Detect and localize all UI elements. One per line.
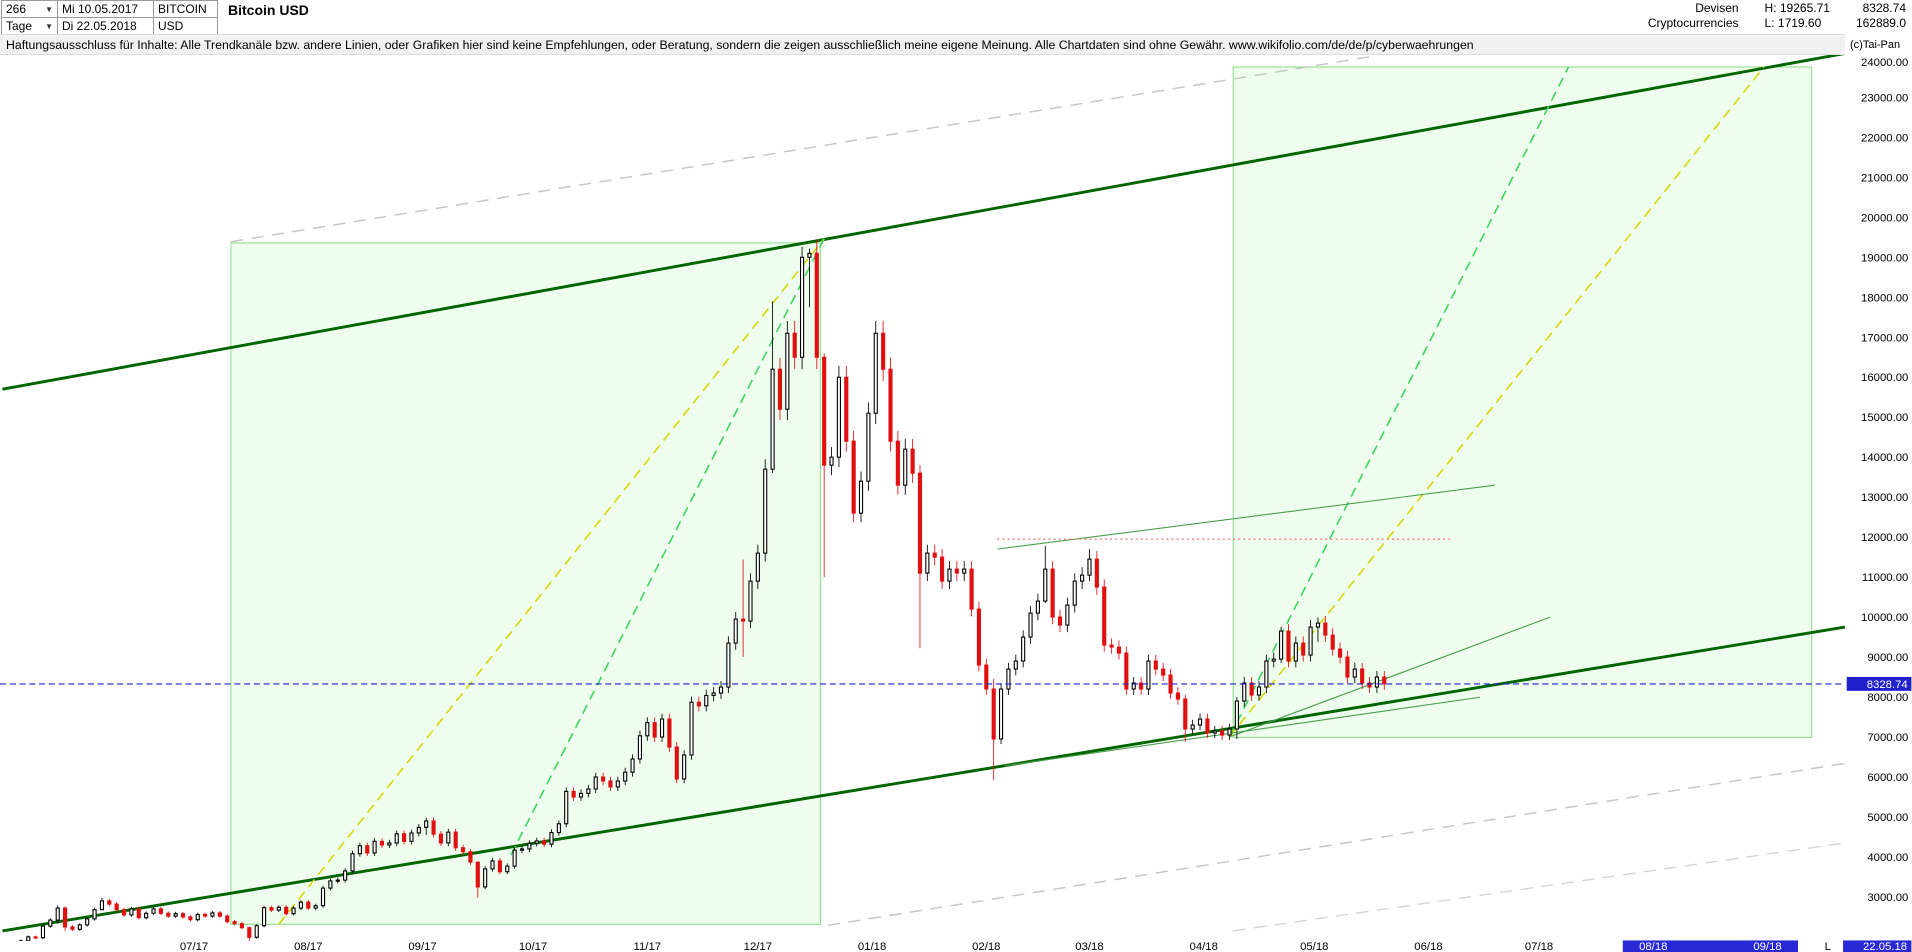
disclaimer-row: Haftungsausschluss für Inhalte: Alle Tre… (0, 34, 1912, 55)
period-value: Tage (6, 18, 33, 33)
price-tick-label: 15000.00 (1861, 412, 1908, 424)
price-tick-label: 22000.00 (1861, 132, 1908, 144)
bars-count-dropdown[interactable]: 266 ▼ (1, 0, 58, 18)
price-tick-label: 23000.00 (1861, 92, 1908, 104)
month-label: 03/18 (1075, 941, 1103, 952)
symbol-field: BITCOIN (153, 0, 218, 18)
price-tick-label: 3000.00 (1867, 892, 1908, 904)
channel-lower-line (2, 625, 1846, 933)
volume-value: 162889.0 (1855, 16, 1906, 30)
dropdown-arrow-icon: ▼ (45, 21, 53, 31)
last-price-block: 8328.74 162889.0 (1856, 1, 1906, 31)
date-axis: 07/17 08/17 09/17 10/17 11/17 12/17 01/18 02/18… (180, 940, 1912, 952)
price-tick-label: 8000.00 (1867, 692, 1908, 704)
price-axis: 24000.00 23000.00 22000.00 21000.00 20000.00… (1861, 57, 1908, 904)
bars-count-value: 266 (6, 1, 27, 16)
period-high-label: H: 19265.71 (1764, 1, 1830, 15)
price-tick-label: 12000.00 (1861, 532, 1908, 544)
instrument-info: Devisen Cryptocurrencies H: 19265.71 L: … (1648, 1, 1908, 31)
taipan-copyright: (c)Tai-Pan (1850, 38, 1901, 51)
price-chart-canvas[interactable]: 24000.00 23000.00 22000.00 21000.00 20000.00… (0, 55, 1912, 952)
month-label: 01/18 (858, 941, 886, 952)
last-date-label: 22.05.18 (1863, 941, 1907, 952)
currency-field: USD (153, 17, 218, 35)
gray-dashed-upper (230, 55, 1374, 243)
month-label: 11/17 (634, 941, 662, 952)
month-label: 12/17 (744, 941, 772, 952)
last-date-highlight (1843, 940, 1912, 952)
end-date-field[interactable]: Di 22.05.2018 (57, 17, 154, 35)
date-axis-highlight (1622, 940, 1799, 952)
month-label: 07/17 (180, 941, 208, 952)
price-tick-label: 9000.00 (1867, 652, 1908, 664)
month-label: 06/18 (1414, 941, 1442, 952)
gray-dashed-lower-2 (1233, 842, 1845, 932)
category-line1: Devisen (1695, 1, 1739, 15)
rally-trend-green-dashed (510, 238, 825, 856)
month-label: 02/18 (972, 941, 1000, 952)
month-label: 05/18 (1300, 941, 1328, 952)
chart-header: 266 ▼ Mi 10.05.2017 BITCOIN Tage ▼ Di 22… (0, 0, 1912, 35)
month-label: 04/18 (1190, 941, 1218, 952)
dropdown-arrow-icon: ▼ (45, 4, 53, 14)
channel-upper-line (2, 55, 1845, 391)
period-dropdown[interactable]: Tage ▼ (1, 17, 58, 35)
month-label: 09/17 (408, 941, 436, 952)
disclaimer-text: Haftungsausschluss für Inhalte: Alle Tre… (0, 34, 1845, 55)
price-tick-label: 19000.00 (1861, 252, 1908, 264)
price-tick-label: 14000.00 (1861, 452, 1908, 464)
price-tick-label: 13000.00 (1861, 492, 1908, 504)
price-tick-label: 18000.00 (1861, 292, 1908, 304)
month-label: 08/18 (1639, 941, 1667, 952)
price-tick-label: 7000.00 (1867, 732, 1908, 744)
last-price-value: 8328.74 (1862, 1, 1906, 15)
current-price-badge-label: 8328.74 (1867, 679, 1908, 691)
low-support-green (1004, 696, 1481, 767)
mid-resistance-green (997, 484, 1495, 550)
category-line2: Cryptocurrencies (1647, 16, 1739, 30)
price-tick-label: 6000.00 (1867, 772, 1908, 784)
month-label: 07/18 (1525, 941, 1553, 952)
period-low-label: L: 1719.60 (1764, 16, 1822, 30)
price-tick-label: 17000.00 (1861, 332, 1908, 344)
price-tick-label: 11000.00 (1862, 572, 1908, 584)
month-label: 08/17 (294, 941, 322, 952)
category-block: Devisen Cryptocurrencies (1648, 1, 1739, 31)
price-tick-label: 24000.00 (1861, 57, 1908, 69)
start-date-field[interactable]: Mi 10.05.2017 (57, 0, 154, 18)
price-tick-label: 16000.00 (1861, 372, 1908, 384)
trend-box-2018-projection (1232, 66, 1813, 738)
month-label: 09/18 (1753, 941, 1781, 952)
price-tick-label: 10000.00 (1861, 612, 1908, 624)
month-label: 10/17 (519, 941, 547, 952)
price-tick-label: 5000.00 (1867, 812, 1908, 824)
price-tick-label: 20000.00 (1861, 212, 1908, 224)
candlestick-series (18, 239, 1387, 942)
high-low-block: H: 19265.71 L: 1719.60 (1765, 1, 1830, 31)
chart-settings-grid: 266 ▼ Mi 10.05.2017 BITCOIN Tage ▼ Di 22… (1, 0, 218, 35)
projection-green-dashed (1228, 66, 1570, 738)
plot-area[interactable] (0, 55, 1846, 948)
page-title: Bitcoin USD (228, 2, 309, 18)
rally-trend-yellow-dashed (278, 238, 825, 925)
last-marker-label: L (1825, 941, 1831, 952)
fan-line-from-april-low (1229, 616, 1551, 738)
current-price-badge (1846, 676, 1912, 691)
trend-box-2017-rally (230, 242, 822, 925)
gray-dashed-lower-1 (827, 762, 1846, 927)
price-tick-label: 4000.00 (1867, 852, 1908, 864)
price-tick-label: 21000.00 (1861, 172, 1908, 184)
